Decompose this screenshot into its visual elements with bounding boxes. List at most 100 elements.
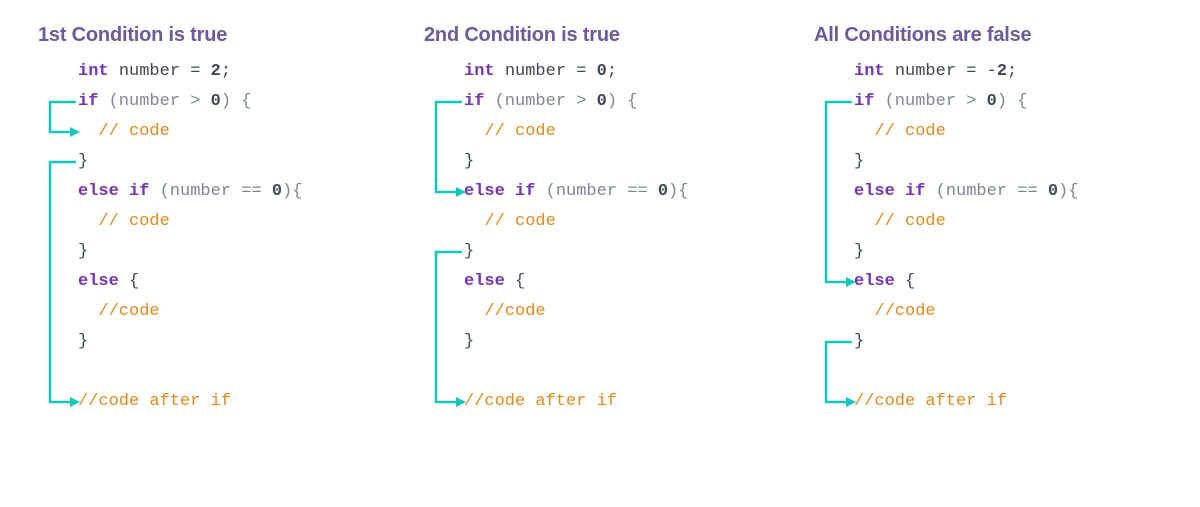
- code-line: [854, 357, 1078, 387]
- panel-p2: 2nd Condition is trueint number = 0;if (…: [424, 24, 688, 417]
- code-line: }: [78, 147, 302, 177]
- code-line: }: [854, 327, 1078, 357]
- token-pd: ) {: [607, 92, 638, 111]
- token-br: }: [78, 152, 88, 171]
- token-id: [854, 302, 874, 321]
- token-id: [464, 302, 484, 321]
- code-line: else if (number == 0){: [464, 177, 688, 207]
- token-kw: int: [464, 62, 495, 81]
- token-cm: //code after if: [78, 392, 231, 411]
- token-id: number =: [119, 62, 211, 81]
- token-br: }: [464, 152, 474, 171]
- token-id: ;: [607, 62, 617, 81]
- code-line: else {: [854, 267, 1078, 297]
- flow-arrow-path: [826, 102, 852, 282]
- token-cm: // code: [874, 212, 945, 231]
- token-cm: //code after if: [854, 392, 1007, 411]
- code-line: //code: [464, 297, 688, 327]
- code-line: }: [464, 327, 688, 357]
- flow-arrow-path: [436, 102, 462, 192]
- code-line: int number = 0;: [464, 57, 688, 87]
- token-cm: // code: [98, 122, 169, 141]
- code-line: // code: [464, 207, 688, 237]
- token-id: ;: [1007, 62, 1017, 81]
- token-br: }: [854, 242, 864, 261]
- token-pd: (number >: [495, 92, 597, 111]
- token-id: number =: [505, 62, 597, 81]
- token-kw: else: [854, 272, 905, 291]
- token-id: ;: [221, 62, 231, 81]
- token-br: }: [78, 332, 88, 351]
- token-id: [464, 212, 484, 231]
- token-id: [464, 122, 484, 141]
- token-idb: 0: [987, 92, 997, 111]
- token-cm: //code: [874, 302, 935, 321]
- token-cm: //code after if: [464, 392, 617, 411]
- code-line: int number = -2;: [854, 57, 1078, 87]
- code-line: // code: [78, 117, 302, 147]
- flow-arrow-path: [436, 252, 462, 402]
- code-line: else if (number == 0){: [854, 177, 1078, 207]
- token-kw: else if: [464, 182, 546, 201]
- token-id: number = -: [895, 62, 997, 81]
- code-line: }: [464, 237, 688, 267]
- code-line: // code: [854, 207, 1078, 237]
- token-id: [78, 212, 98, 231]
- token-pd: (number >: [885, 92, 987, 111]
- code-line: else {: [78, 267, 302, 297]
- token-br: }: [78, 242, 88, 261]
- code-line: if (number > 0) {: [78, 87, 302, 117]
- token-kw: else: [464, 272, 515, 291]
- token-pd: (number ==: [546, 182, 658, 201]
- code-line: //code: [78, 297, 302, 327]
- token-idb: 0: [597, 62, 607, 81]
- token-id: [78, 122, 98, 141]
- code-line: }: [78, 327, 302, 357]
- token-kw: if: [854, 92, 885, 111]
- code-line: [464, 357, 688, 387]
- token-idb: 0: [272, 182, 282, 201]
- panel-heading: 1st Condition is true: [38, 24, 302, 47]
- panel-p1: 1st Condition is trueint number = 2;if (…: [38, 24, 302, 417]
- token-br: }: [464, 242, 474, 261]
- token-cm: // code: [98, 212, 169, 231]
- code-line: // code: [78, 207, 302, 237]
- token-kw: if: [464, 92, 495, 111]
- token-kw: else if: [78, 182, 160, 201]
- code-block: int number = -2;if (number > 0) { // cod…: [814, 57, 1078, 417]
- token-br: }: [854, 332, 864, 351]
- token-kw: else: [78, 272, 129, 291]
- token-idb: 0: [1048, 182, 1058, 201]
- token-cm: // code: [484, 212, 555, 231]
- token-pd: ) {: [221, 92, 252, 111]
- token-idb: 2: [997, 62, 1007, 81]
- panel-p3: All Conditions are false int number = -2;…: [814, 24, 1078, 417]
- token-br: {: [905, 272, 915, 291]
- token-kw: int: [854, 62, 885, 81]
- token-cm: //code: [98, 302, 159, 321]
- code-line: //code: [854, 297, 1078, 327]
- flow-arrow-path: [826, 342, 852, 402]
- token-pd: (number ==: [936, 182, 1048, 201]
- token-pd: ){: [282, 182, 302, 201]
- token-idb: 2: [211, 62, 221, 81]
- token-br: }: [854, 152, 864, 171]
- code-block: int number = 2;if (number > 0) { // code…: [38, 57, 302, 417]
- token-id: [78, 302, 98, 321]
- code-line: // code: [464, 117, 688, 147]
- code-line: if (number > 0) {: [854, 87, 1078, 117]
- token-id: [495, 62, 505, 81]
- token-idb: 0: [211, 92, 221, 111]
- code-line: if (number > 0) {: [464, 87, 688, 117]
- token-pd: (number >: [109, 92, 211, 111]
- token-cm: // code: [484, 122, 555, 141]
- token-id: [854, 122, 874, 141]
- panel-heading: All Conditions are false: [814, 24, 1078, 47]
- code-line: else {: [464, 267, 688, 297]
- token-kw: if: [78, 92, 109, 111]
- code-line: }: [464, 147, 688, 177]
- token-cm: //code: [484, 302, 545, 321]
- code-line: int number = 2;: [78, 57, 302, 87]
- code-line: }: [854, 237, 1078, 267]
- token-cm: // code: [874, 122, 945, 141]
